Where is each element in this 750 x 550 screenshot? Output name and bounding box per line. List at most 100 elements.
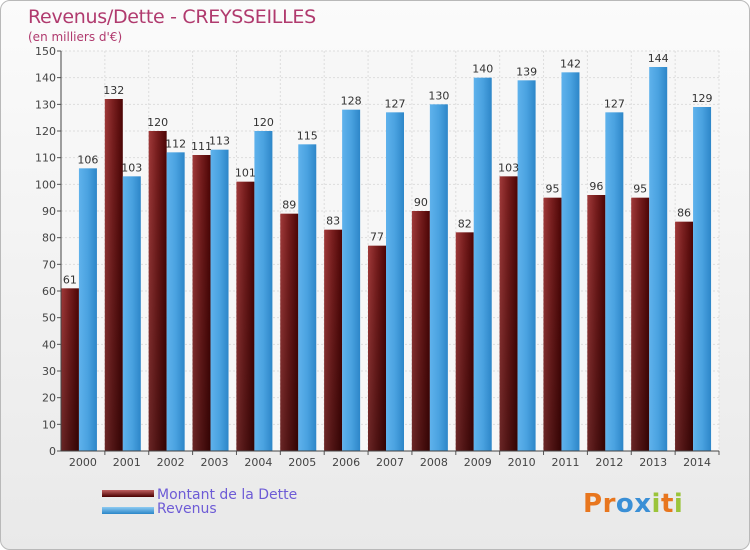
value-label-debt: 120	[147, 116, 168, 129]
bar-revenue	[298, 144, 317, 452]
bars-layer	[60, 67, 712, 452]
bar-debt-shade	[587, 195, 606, 451]
legend-label-debt: Montant de la Dette	[157, 487, 298, 503]
bar-debt-shade	[236, 181, 255, 451]
logo-letter: r	[602, 489, 616, 519]
y-tick-label: 40	[42, 338, 56, 351]
y-tick-label: 80	[42, 232, 56, 245]
value-label-debt: 96	[589, 180, 603, 193]
legend-swatch-debt	[102, 490, 154, 497]
bar-debt-shade	[148, 131, 167, 451]
y-tick-label: 60	[42, 285, 56, 298]
bar-debt-shade	[675, 221, 694, 451]
value-label-revenue: 128	[341, 95, 362, 108]
value-label-debt: 95	[545, 183, 559, 196]
chart-subtitle: (en milliers d'€)	[28, 30, 123, 44]
bar-debt-shade	[631, 197, 650, 451]
x-tick-label: 2004	[244, 456, 272, 469]
bar-revenue	[605, 112, 624, 451]
y-tick-label: 90	[42, 205, 56, 218]
x-tick-label: 2005	[288, 456, 316, 469]
value-label-revenue: 140	[472, 63, 493, 76]
value-label-debt: 89	[282, 199, 296, 212]
axis-layer: 0 10 20 30 40 50 60 70 80 90 100 110 120 130 140 150 200…	[35, 45, 720, 469]
value-label-revenue: 120	[253, 116, 274, 129]
logo-letter: P	[583, 489, 603, 519]
value-label-debt: 101	[235, 167, 256, 180]
bar-revenue	[693, 107, 712, 451]
value-label-debt: 95	[633, 183, 647, 196]
chart-title: Revenus/Dette - CREYSSEILLES	[28, 6, 316, 28]
y-tick-label: 140	[35, 72, 56, 85]
value-label-debt: 86	[677, 207, 691, 220]
value-label-debt: 111	[191, 140, 212, 153]
x-tick-label: 2008	[420, 456, 448, 469]
bar-debt-shade	[104, 99, 123, 451]
value-label-revenue: 127	[385, 97, 406, 110]
bar-revenue	[473, 77, 492, 452]
logo-letter: x	[634, 489, 652, 519]
x-tick-label: 2014	[683, 456, 711, 469]
y-tick-label: 120	[35, 125, 56, 138]
value-label-revenue: 115	[297, 129, 318, 142]
value-label-debt: 90	[414, 196, 428, 209]
bar-revenue	[254, 131, 273, 451]
y-tick-label: 150	[35, 45, 56, 58]
bar-debt-shade	[499, 176, 518, 452]
bar-revenue	[561, 72, 580, 451]
legend-swatch-revenue	[102, 507, 154, 514]
bar-revenue	[517, 80, 536, 451]
y-tick-label: 50	[42, 312, 56, 325]
x-tick-label: 2009	[464, 456, 492, 469]
value-label-debt: 83	[326, 215, 340, 228]
value-label-debt: 77	[370, 231, 384, 244]
value-label-revenue: 112	[165, 137, 186, 150]
value-label-debt: 61	[63, 273, 77, 286]
legend-label-revenue: Revenus	[157, 501, 217, 517]
bar-revenue	[342, 109, 361, 452]
bar-debt-shade	[192, 155, 211, 451]
x-tick-label: 2012	[595, 456, 623, 469]
value-label-debt: 103	[498, 161, 519, 174]
bar-debt-shade	[280, 213, 299, 451]
x-tick-label: 2007	[376, 456, 404, 469]
bar-debt-shade	[455, 232, 474, 451]
y-tick-label: 30	[42, 365, 56, 378]
x-tick-label: 2003	[201, 456, 229, 469]
value-label-revenue: 129	[692, 92, 713, 105]
bar-revenue	[78, 168, 97, 452]
x-tick-label: 2000	[69, 456, 97, 469]
x-tick-label: 2011	[551, 456, 579, 469]
y-tick-label: 70	[42, 258, 56, 271]
value-label-debt: 82	[458, 217, 472, 230]
logo-letter: i	[673, 489, 684, 519]
bar-debt-shade	[411, 211, 430, 451]
x-tick-label: 2010	[508, 456, 536, 469]
value-label-revenue: 144	[648, 52, 669, 65]
y-tick-label: 100	[35, 178, 56, 191]
y-tick-label: 20	[42, 392, 56, 405]
bar-debt-shade	[324, 229, 343, 451]
bar-revenue	[429, 104, 448, 451]
bar-revenue	[210, 149, 229, 451]
bar-revenue	[649, 67, 668, 451]
bar-debt-shade	[368, 245, 386, 451]
value-label-revenue: 106	[77, 153, 98, 166]
x-tick-label: 2006	[332, 456, 360, 469]
logo-letter: i	[651, 489, 661, 519]
bar-debt-shade	[60, 288, 79, 451]
value-label-revenue: 103	[121, 161, 142, 174]
x-tick-label: 2001	[113, 456, 141, 469]
value-label-revenue: 142	[560, 57, 581, 70]
bar-revenue	[122, 176, 141, 452]
x-tick-label: 2013	[639, 456, 667, 469]
bar-debt-shade	[543, 197, 562, 451]
logo-letter: o	[615, 489, 635, 519]
y-tick-label: 10	[42, 418, 56, 431]
value-label-revenue: 139	[516, 65, 537, 78]
proxiti-logo: Proxiti	[583, 489, 683, 519]
x-tick-label: 2002	[157, 456, 185, 469]
